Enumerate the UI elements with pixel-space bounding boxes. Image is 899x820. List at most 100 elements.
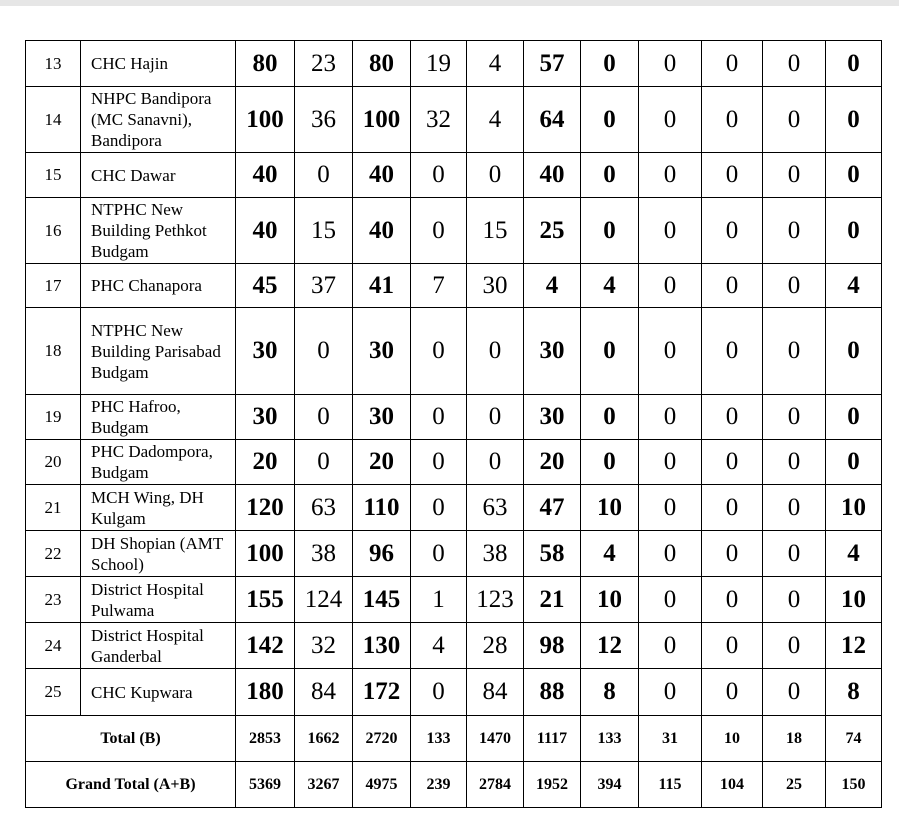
value-cell: 0 [294,394,353,440]
facility-name-cell: District Hospital Pulwama [80,576,236,623]
value-cell: 0 [638,263,702,308]
value-cell: 10 [825,484,882,531]
value-cell: 0 [701,86,763,153]
value-cell: 0 [638,484,702,531]
value-cell: 0 [466,439,524,485]
facility-name-cell: MCH Wing, DH Kulgam [80,484,236,531]
value-cell: 124 [294,576,353,623]
value-cell: 0 [762,530,826,577]
total-value-cell: 133 [410,715,467,762]
value-cell: 0 [580,307,639,395]
value-cell: 0 [410,668,467,716]
facility-name-cell: NHPC Bandipora (MC Sanavni), Bandipora [80,86,236,153]
serial-number-cell: 22 [25,530,81,577]
value-cell: 0 [638,530,702,577]
table-row: 18 NTPHC New Building Parisabad Budgam 30 0… [25,307,882,395]
total-value-cell: 1952 [523,761,581,808]
value-cell: 0 [580,197,639,264]
value-cell: 40 [352,197,411,264]
value-cell: 0 [701,152,763,198]
value-cell: 0 [294,152,353,198]
value-cell: 32 [410,86,467,153]
value-cell: 10 [580,576,639,623]
value-cell: 0 [762,86,826,153]
value-cell: 88 [523,668,581,716]
facility-name-cell: CHC Dawar [80,152,236,198]
value-cell: 10 [825,576,882,623]
value-cell: 0 [762,263,826,308]
value-cell: 0 [701,307,763,395]
value-cell: 96 [352,530,411,577]
value-cell: 100 [352,86,411,153]
value-cell: 0 [638,86,702,153]
value-cell: 21 [523,576,581,623]
value-cell: 4 [580,530,639,577]
table-row: 16 NTPHC New Building Pethkot Budgam 40 15 4… [25,197,882,264]
value-cell: 4 [466,86,524,153]
value-cell: 0 [825,394,882,440]
value-cell: 0 [580,439,639,485]
value-cell: 4 [825,263,882,308]
value-cell: 0 [638,394,702,440]
value-cell: 100 [235,530,295,577]
value-cell: 41 [352,263,411,308]
value-cell: 0 [762,394,826,440]
value-cell: 0 [580,40,639,87]
value-cell: 0 [701,439,763,485]
total-label-cell: Grand Total (A+B) [25,761,236,808]
value-cell: 4 [580,263,639,308]
value-cell: 130 [352,622,411,669]
value-cell: 0 [466,394,524,440]
facility-name-cell: CHC Kupwara [80,668,236,716]
total-value-cell: 3267 [294,761,353,808]
value-cell: 0 [825,307,882,395]
value-cell: 15 [294,197,353,264]
total-value-cell: 394 [580,761,639,808]
value-cell: 7 [410,263,467,308]
serial-number-cell: 23 [25,576,81,623]
value-cell: 0 [762,622,826,669]
facility-name-cell: PHC Chanapora [80,263,236,308]
value-cell: 172 [352,668,411,716]
facility-name-cell: NTPHC New Building Pethkot Budgam [80,197,236,264]
total-value-cell: 239 [410,761,467,808]
top-border-strip [0,0,899,6]
value-cell: 0 [410,439,467,485]
value-cell: 30 [523,394,581,440]
facility-name-cell: CHC Hajin [80,40,236,87]
value-cell: 30 [235,394,295,440]
serial-number-cell: 18 [25,307,81,395]
value-cell: 142 [235,622,295,669]
table-row: 15 CHC Dawar 40 0 40 0 0 40 0 0 0 0 0 [25,152,882,198]
value-cell: 0 [410,152,467,198]
table-row: 24 District Hospital Ganderbal 142 32 130 4 28… [25,622,882,669]
value-cell: 20 [523,439,581,485]
value-cell: 80 [235,40,295,87]
table-row: 22 DH Shopian (AMT School) 100 38 96 0 38 58 4 0 0… [25,530,882,577]
total-value-cell: 1662 [294,715,353,762]
value-cell: 84 [466,668,524,716]
value-cell: 0 [638,668,702,716]
value-cell: 0 [410,197,467,264]
serial-number-cell: 13 [25,40,81,87]
total-value-cell: 18 [762,715,826,762]
value-cell: 0 [762,152,826,198]
table-row: 25 CHC Kupwara 180 84 172 0 84 88 8 0 0 0 8 [25,668,882,716]
value-cell: 0 [762,576,826,623]
table-body: 13 CHC Hajin 80 23 80 19 4 57 0 0 0 0 0 14 NHPC Bandip… [25,40,882,808]
value-cell: 38 [466,530,524,577]
value-cell: 0 [701,394,763,440]
value-cell: 4 [523,263,581,308]
value-cell: 0 [701,40,763,87]
value-cell: 40 [235,197,295,264]
value-cell: 40 [523,152,581,198]
value-cell: 0 [825,152,882,198]
table-row: 20 PHC Dadompora, Budgam 20 0 20 0 0 20 0 0 0 0 0 [25,439,882,485]
value-cell: 145 [352,576,411,623]
value-cell: 28 [466,622,524,669]
value-cell: 30 [352,394,411,440]
value-cell: 45 [235,263,295,308]
total-value-cell: 1470 [466,715,524,762]
value-cell: 8 [825,668,882,716]
value-cell: 0 [410,530,467,577]
